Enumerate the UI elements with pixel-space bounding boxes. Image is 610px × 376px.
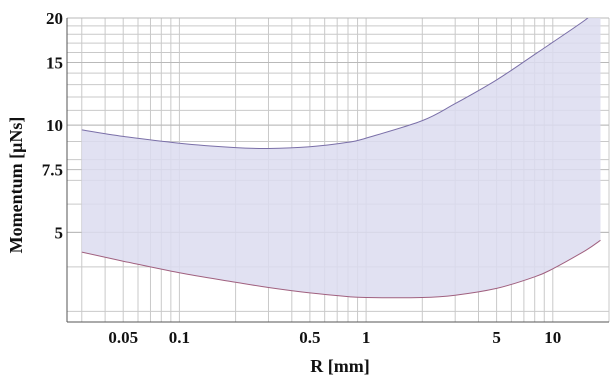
y-tick-label: 15: [46, 53, 63, 72]
x-axis-label: R [mm]: [310, 356, 369, 376]
y-tick-label: 7.5: [42, 161, 63, 180]
momentum-band: [81, 18, 601, 299]
band-fill: [81, 18, 601, 298]
plot-frame: [66, 18, 609, 323]
x-tick-label: 10: [544, 328, 561, 347]
x-tick-label: 0.05: [108, 328, 138, 347]
x-tick-label: 5: [492, 328, 501, 347]
x-tick-label: 1: [362, 328, 371, 347]
y-axis-label: Momentum [μNs]: [6, 117, 26, 254]
y-tick-label: 5: [55, 223, 64, 242]
x-tick-label: 0.1: [169, 328, 190, 347]
y-tick-label: 10: [46, 116, 63, 135]
x-tick-label: 0.5: [299, 328, 320, 347]
lower-bound-line: [81, 239, 601, 299]
y-tick-labels: 5 7.5 10 15 20: [42, 9, 63, 242]
y-tick-label: 20: [46, 9, 63, 28]
upper-bound-line: [81, 18, 589, 150]
x-tick-labels: 0.05 0.1 0.5 1 5 10: [108, 328, 561, 347]
